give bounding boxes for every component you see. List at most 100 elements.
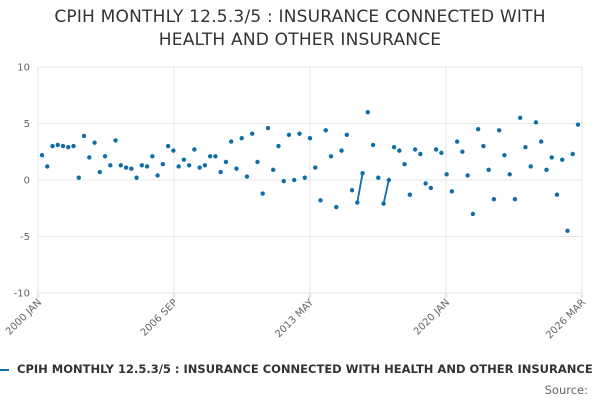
series-segment [268, 128, 273, 170]
data-point [165, 143, 171, 149]
data-point [360, 171, 365, 176]
data-point [150, 154, 155, 159]
series-segment [363, 112, 368, 173]
series-segment [242, 138, 247, 176]
data-point [234, 166, 239, 171]
data-point [176, 164, 181, 169]
series-segment [231, 142, 236, 169]
data-point [144, 164, 150, 169]
data-point [402, 161, 407, 167]
y-tick-label: -5 [20, 232, 30, 243]
data-point [39, 152, 45, 158]
data-point [449, 189, 455, 194]
series-segment [315, 168, 320, 201]
y-axis-ticks: 10 5 0 -5 -10 [14, 63, 30, 300]
series-segment [336, 151, 341, 208]
data-point [281, 178, 286, 184]
x-tick-label: 2013 MAY [273, 297, 316, 340]
series-segment [520, 118, 525, 147]
data-point [328, 154, 334, 159]
data-point [481, 143, 486, 149]
data-point [575, 122, 581, 127]
series-segment [557, 160, 562, 195]
data-point [407, 192, 413, 197]
chart-title: CPIH MONTHLY 12.5.3/5 : INSURANCE CONNEC… [0, 6, 600, 52]
data-point [292, 177, 297, 183]
chart-title-line-2: HEALTH AND OTHER INSURANCE [158, 30, 442, 50]
data-point [87, 155, 92, 160]
series-segment [494, 130, 499, 199]
series-segment [342, 135, 347, 151]
series-segment [110, 140, 115, 165]
data-point [265, 125, 271, 131]
data-point [386, 177, 392, 183]
data-point [92, 140, 97, 145]
data-point [260, 191, 265, 196]
data-point [171, 148, 176, 153]
data-point [565, 228, 570, 234]
x-tick-label: 2026 MAR [544, 297, 588, 341]
data-point [475, 126, 481, 132]
data-point [528, 164, 533, 169]
data-point [186, 163, 192, 168]
data-point [81, 133, 87, 139]
data-point [249, 131, 255, 136]
data-point [202, 163, 208, 168]
series-segment [515, 118, 520, 199]
series-segment [368, 112, 373, 145]
legend-label: CPIH MONTHLY 12.5.3/5 : INSURANCE CONNEC… [17, 362, 593, 376]
series-segment [552, 157, 557, 194]
series-segment [562, 160, 567, 231]
source-label: Source: [544, 383, 588, 397]
data-point [560, 157, 565, 162]
series-segment [452, 142, 457, 192]
series-segment [331, 156, 336, 207]
series-segment [215, 156, 220, 172]
data-point [286, 132, 292, 137]
data-point [507, 172, 512, 177]
data-point [313, 165, 318, 170]
series-segment [510, 174, 515, 199]
data-point [423, 181, 428, 186]
series-segment [310, 138, 315, 167]
data-point [108, 163, 113, 168]
chart-title-line-1: CPIH MONTHLY 12.5.3/5 : INSURANCE CONNEC… [54, 7, 546, 27]
series-segment [447, 174, 452, 191]
data-point [228, 139, 234, 144]
series-segment [284, 135, 289, 181]
data-point [344, 132, 349, 137]
data-point [517, 115, 523, 121]
data-point [160, 161, 166, 167]
data-point [502, 152, 507, 158]
series-segment [299, 134, 304, 178]
series-segment [531, 122, 536, 166]
data-point [76, 175, 81, 180]
chart-svg: 10 5 0 -5 -10 2000 JAN 2006 SEP 2013 MAY 2020 J… [4, 63, 588, 342]
series-segment [326, 130, 331, 156]
series-segment [47, 146, 52, 166]
data-point [433, 147, 439, 152]
data-point [470, 211, 476, 217]
data-point [349, 187, 355, 193]
legend: CPIH MONTHLY 12.5.3/5 : INSURANCE CONNEC… [0, 362, 600, 378]
series-segment [483, 146, 488, 170]
data-point [334, 204, 339, 210]
series-segment [79, 136, 84, 178]
data-point [318, 198, 323, 203]
data-point [539, 139, 544, 144]
series-segment [95, 143, 100, 172]
data-point [554, 192, 560, 197]
series-segment [236, 138, 241, 169]
data-point [50, 143, 55, 149]
series-segment [321, 130, 326, 200]
series-segment [410, 149, 415, 194]
series-segment [373, 145, 378, 178]
y-tick-label: -10 [14, 289, 30, 300]
data-point [496, 128, 502, 133]
data-point [365, 110, 371, 115]
data-point [239, 135, 244, 141]
series-segment [541, 142, 546, 170]
data-point [391, 145, 397, 150]
data-point [397, 148, 402, 153]
data-point [223, 159, 229, 165]
